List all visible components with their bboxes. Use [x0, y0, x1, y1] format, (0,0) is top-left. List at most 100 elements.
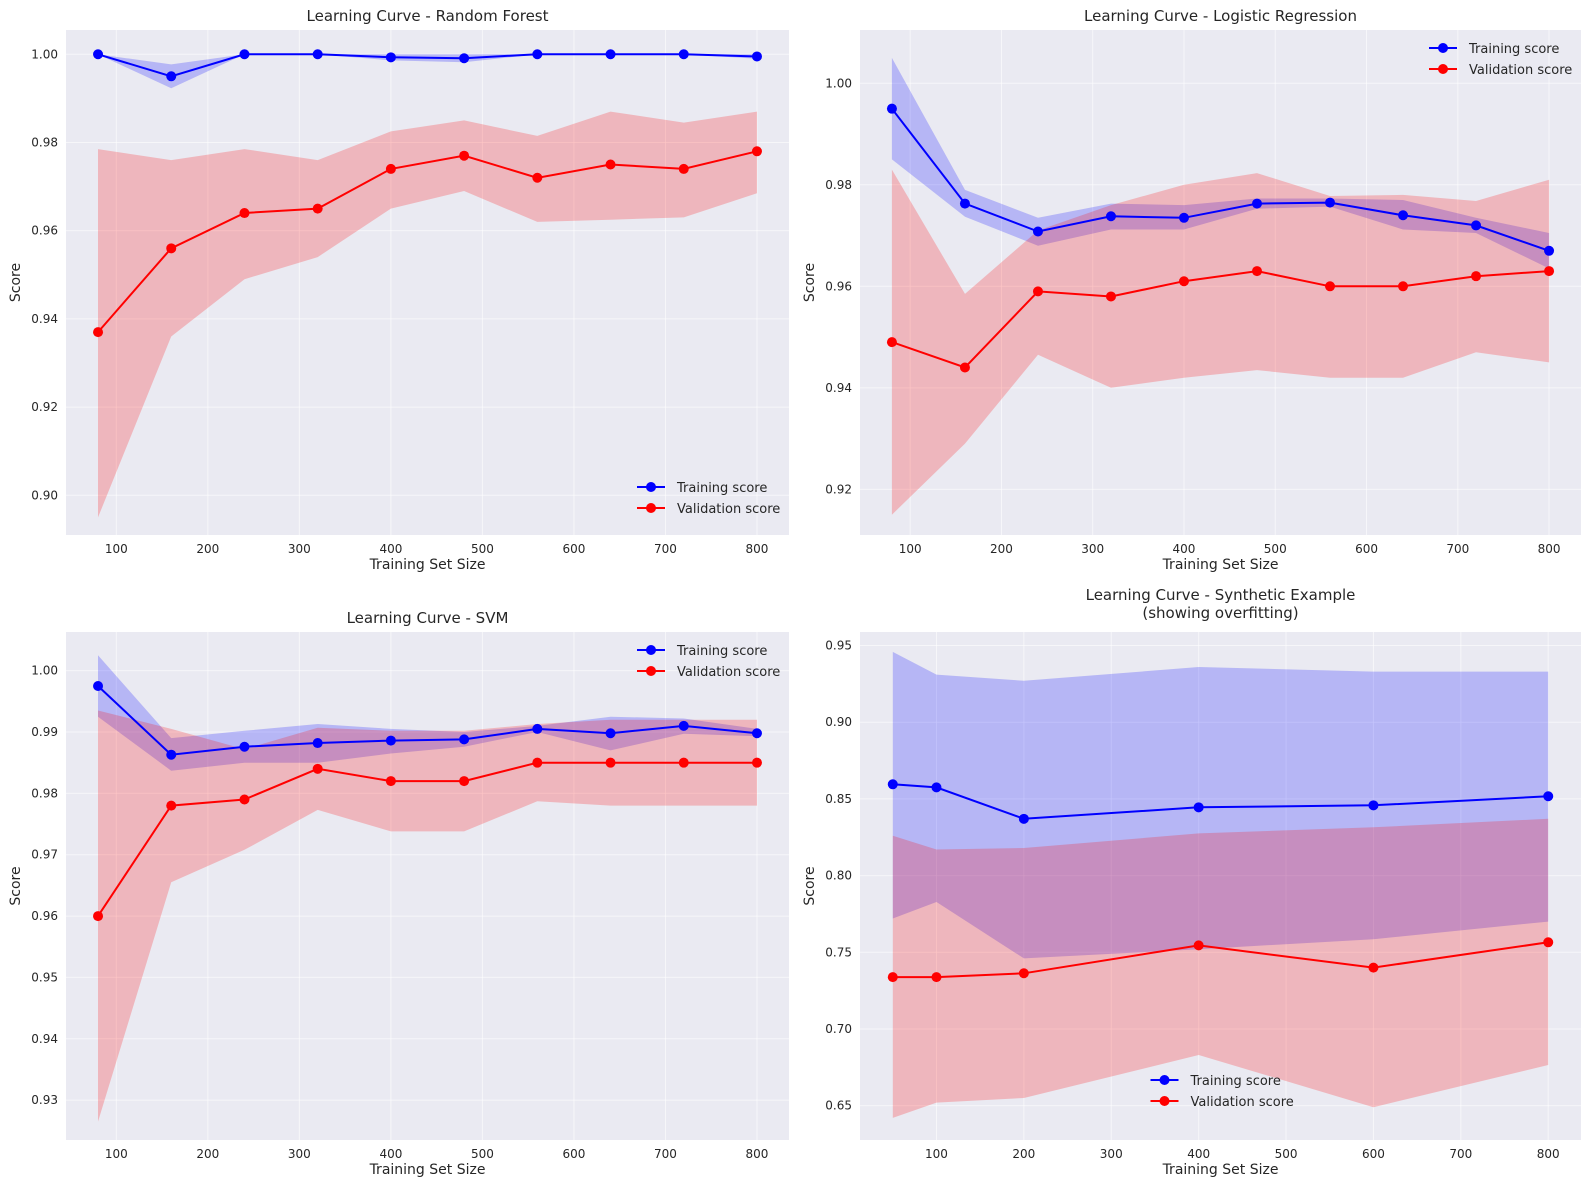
training-score-point [1544, 245, 1555, 256]
legend-training-marker [646, 482, 656, 492]
y-tick-label: 0.80 [825, 869, 852, 883]
validation-score-point [93, 911, 104, 922]
y-tick-label: 0.98 [825, 178, 852, 192]
y-tick-label: 0.75 [825, 945, 852, 959]
validation-score-point [166, 800, 177, 811]
legend-validation-label: Validation score [677, 502, 780, 517]
chart-panel-1: 100 200 300 400 500 600 700 800 0.90 0.92 0.94 0.96… [8, 7, 789, 573]
validation-score-point [1471, 271, 1482, 282]
x-axis-label: Training Set Size [369, 557, 486, 573]
validation-score-point [93, 327, 104, 338]
chart-subtitle: (showing overfitting) [1142, 604, 1298, 622]
y-tick-label: 0.94 [31, 1032, 58, 1046]
training-score-point [312, 49, 323, 60]
legend-training-marker [1438, 43, 1448, 53]
y-tick-label: 0.70 [825, 1022, 852, 1036]
y-tick-label: 1.00 [825, 76, 852, 90]
y-tick-label: 0.65 [825, 1099, 852, 1113]
x-axis-label: Training Set Size [369, 1162, 486, 1178]
y-axis-label: Score [802, 263, 818, 302]
legend: Training score Validation score [1150, 1074, 1294, 1110]
validation-score-line [97, 761, 757, 917]
y-tick-label: 0.98 [31, 786, 58, 800]
x-tick-label: 300 [288, 542, 311, 556]
training-score-point [312, 738, 323, 749]
training-score-line [892, 783, 1549, 820]
validation-score-point [678, 163, 689, 174]
x-tick-label: 400 [1173, 542, 1196, 556]
training-score-point [1018, 813, 1029, 824]
training-std-band [892, 651, 1549, 959]
y-tick-label: 0.94 [825, 381, 852, 395]
legend-validation-marker [1159, 1096, 1170, 1106]
y-tick-label: 1.00 [31, 664, 58, 678]
x-tick-label: 400 [379, 1147, 402, 1161]
training-score-point [385, 735, 396, 746]
legend-validation-label: Validation score [677, 665, 780, 680]
x-tick-label: 500 [1264, 542, 1287, 556]
y-tick-label: 0.96 [31, 909, 58, 923]
training-score-point [239, 49, 250, 60]
validation-score-point [385, 163, 396, 174]
training-std-band [891, 57, 1550, 269]
legend-training-label: Training score [676, 481, 767, 496]
chart-panel-3: 100 200 300 400 500 600 700 800 0.93 0.94 0.95 0.96… [8, 609, 789, 1178]
x-tick-label: 500 [471, 1147, 494, 1161]
validation-score-point [931, 972, 942, 983]
legend: Training score Validation score [637, 481, 780, 517]
legend-validation-marker [1438, 64, 1448, 74]
validation-std-band [98, 710, 757, 1122]
legend-validation-label: Validation score [1469, 63, 1572, 78]
legend-training-label: Training score [1190, 1074, 1281, 1089]
x-tick-label: 400 [379, 542, 402, 556]
x-tick-label: 800 [746, 542, 769, 556]
training-score-point [605, 49, 616, 60]
validation-score-point [1544, 266, 1555, 277]
x-tick-label: 100 [925, 1147, 948, 1161]
x-tick-label: 500 [471, 542, 494, 556]
x-axis-label: Training Set Size [1162, 557, 1279, 573]
y-tick-label: 0.92 [825, 482, 852, 496]
validation-score-point [1252, 266, 1263, 277]
chart-panel-2: 100 200 300 400 500 600 700 800 0.92 0.94 0.96 0.98… [802, 7, 1581, 573]
x-tick-label: 700 [654, 542, 677, 556]
validation-score-point [312, 203, 323, 214]
legend-validation-marker [646, 503, 656, 513]
training-score-point [1398, 210, 1409, 221]
training-score-point [931, 782, 942, 793]
validation-score-point [166, 243, 177, 254]
training-score-point [93, 49, 104, 60]
chart-panel-4: 100 200 300 400 500 600 700 800 0.65 0.70 0.75 0.80… [802, 586, 1581, 1178]
validation-score-point [605, 757, 616, 768]
x-tick-label: 200 [196, 1147, 219, 1161]
x-tick-label: 200 [990, 542, 1013, 556]
validation-score-point [886, 337, 897, 348]
validation-score-line [97, 150, 758, 333]
training-score-point [959, 198, 970, 209]
legend-training-marker [1159, 1075, 1170, 1085]
y-tick-label: 0.95 [31, 970, 58, 984]
legend-training-label: Training score [1468, 42, 1559, 57]
x-tick-label: 500 [1275, 1147, 1298, 1161]
y-axis-label: Score [8, 866, 24, 905]
chart-title: Learning Curve - Synthetic Example [1086, 586, 1356, 604]
x-tick-label: 800 [746, 1147, 769, 1161]
validation-score-point [1032, 286, 1043, 297]
x-tick-label: 300 [288, 1147, 311, 1161]
x-tick-label: 700 [1446, 542, 1469, 556]
validation-score-point [605, 159, 616, 170]
x-tick-label: 100 [899, 542, 922, 556]
legend-validation-marker [646, 666, 656, 676]
legend: Training score Validation score [1429, 42, 1572, 78]
x-tick-label: 800 [1537, 1147, 1560, 1161]
chart-title: Learning Curve - Logistic Regression [1084, 7, 1357, 25]
validation-score-point [1018, 968, 1029, 979]
training-score-point [751, 51, 762, 62]
training-score-point [1471, 220, 1482, 231]
validation-std-band [98, 111, 757, 518]
validation-score-point [532, 172, 543, 183]
x-axis-label: Training Set Size [1162, 1162, 1279, 1178]
chart-title: Learning Curve - Random Forest [307, 7, 549, 25]
legend-validation-label: Validation score [1191, 1095, 1294, 1110]
